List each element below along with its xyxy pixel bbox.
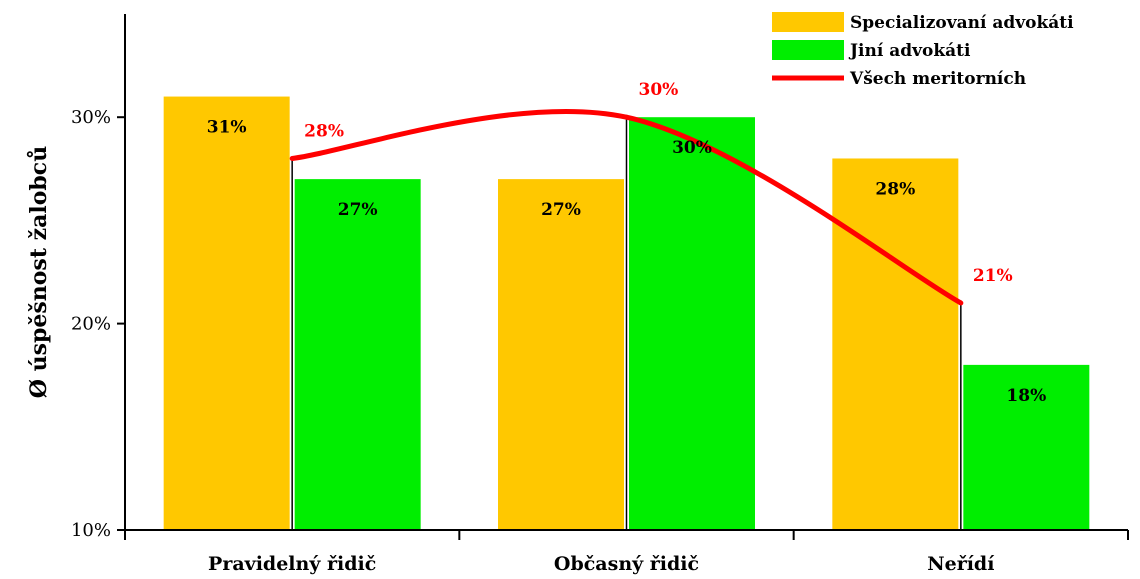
line-label-obcasny-ridic: 30% bbox=[639, 80, 679, 100]
bar-jini-advokati-pravidelny-ridic bbox=[294, 179, 421, 530]
bar-specializovani-advokati-neridi bbox=[832, 158, 959, 531]
x-tick-label-neridi: Neřídí bbox=[927, 553, 995, 575]
legend-label-specializovani-advokati: Specializovaní advokáti bbox=[850, 13, 1074, 33]
legend-item-jini-advokati: Jiní advokáti bbox=[772, 40, 971, 61]
line-series-all-meritorious bbox=[291, 108, 963, 306]
bar-data-labels: 31% 27% 27% 30% 28% 18% bbox=[207, 118, 1046, 406]
x-tick-label-pravidelny-ridic: Pravidelný řidič bbox=[208, 553, 376, 575]
bar-label-jini-advokati-neridi: 18% bbox=[1006, 386, 1046, 406]
y-tick-label-10: 10% bbox=[71, 520, 111, 541]
line-data-labels: 28% 30% 21% bbox=[304, 80, 1012, 286]
legend-label-vsech-meritornich: Všech meritorních bbox=[849, 69, 1026, 89]
bar-label-specializovani-advokati-neridi: 28% bbox=[875, 179, 915, 199]
bar-jini-advokati-neridi bbox=[963, 364, 1090, 530]
y-ticks: 10% 20% 30% bbox=[71, 107, 125, 541]
legend-swatch-specializovani-advokati bbox=[772, 12, 844, 32]
bar-label-jini-advokati-obcasny-ridic: 30% bbox=[672, 138, 712, 158]
y-tick-label-20: 20% bbox=[71, 314, 111, 335]
legend-swatch-jini-advokati bbox=[772, 40, 844, 60]
legend-item-specializovani-advokati: Specializovaní advokáti bbox=[772, 12, 1074, 33]
bar-label-specializovani-advokati-pravidelny-ridic: 31% bbox=[207, 118, 247, 138]
y-axis-label: Ø úspěšnost žalobců bbox=[26, 146, 52, 398]
x-tick-label-obcasny-ridic: Občasný řidič bbox=[554, 553, 699, 575]
legend: Specializovaní advokáti Jiní advokáti Všec… bbox=[772, 12, 1074, 89]
bar-label-jini-advokati-pravidelny-ridic: 27% bbox=[338, 200, 378, 220]
bar-specializovani-advokati-pravidelny-ridic bbox=[163, 96, 290, 530]
bar-specializovani-advokati-obcasny-ridic bbox=[498, 179, 624, 530]
bars-layer bbox=[163, 96, 1090, 531]
line-label-pravidelny-ridic: 28% bbox=[304, 121, 344, 141]
y-tick-label-30: 30% bbox=[71, 107, 111, 128]
line-label-neridi: 21% bbox=[973, 266, 1013, 286]
bar-label-specializovani-advokati-obcasny-ridic: 27% bbox=[541, 200, 581, 220]
bar-jini-advokati-obcasny-ridic bbox=[629, 117, 755, 530]
legend-label-jini-advokati: Jiní advokáti bbox=[848, 41, 971, 61]
axes bbox=[124, 14, 1128, 531]
legend-item-vsech-meritornich: Všech meritorních bbox=[772, 69, 1026, 89]
x-ticks: Pravidelný řidič Občasný řidič Neřídí bbox=[124, 530, 1129, 575]
